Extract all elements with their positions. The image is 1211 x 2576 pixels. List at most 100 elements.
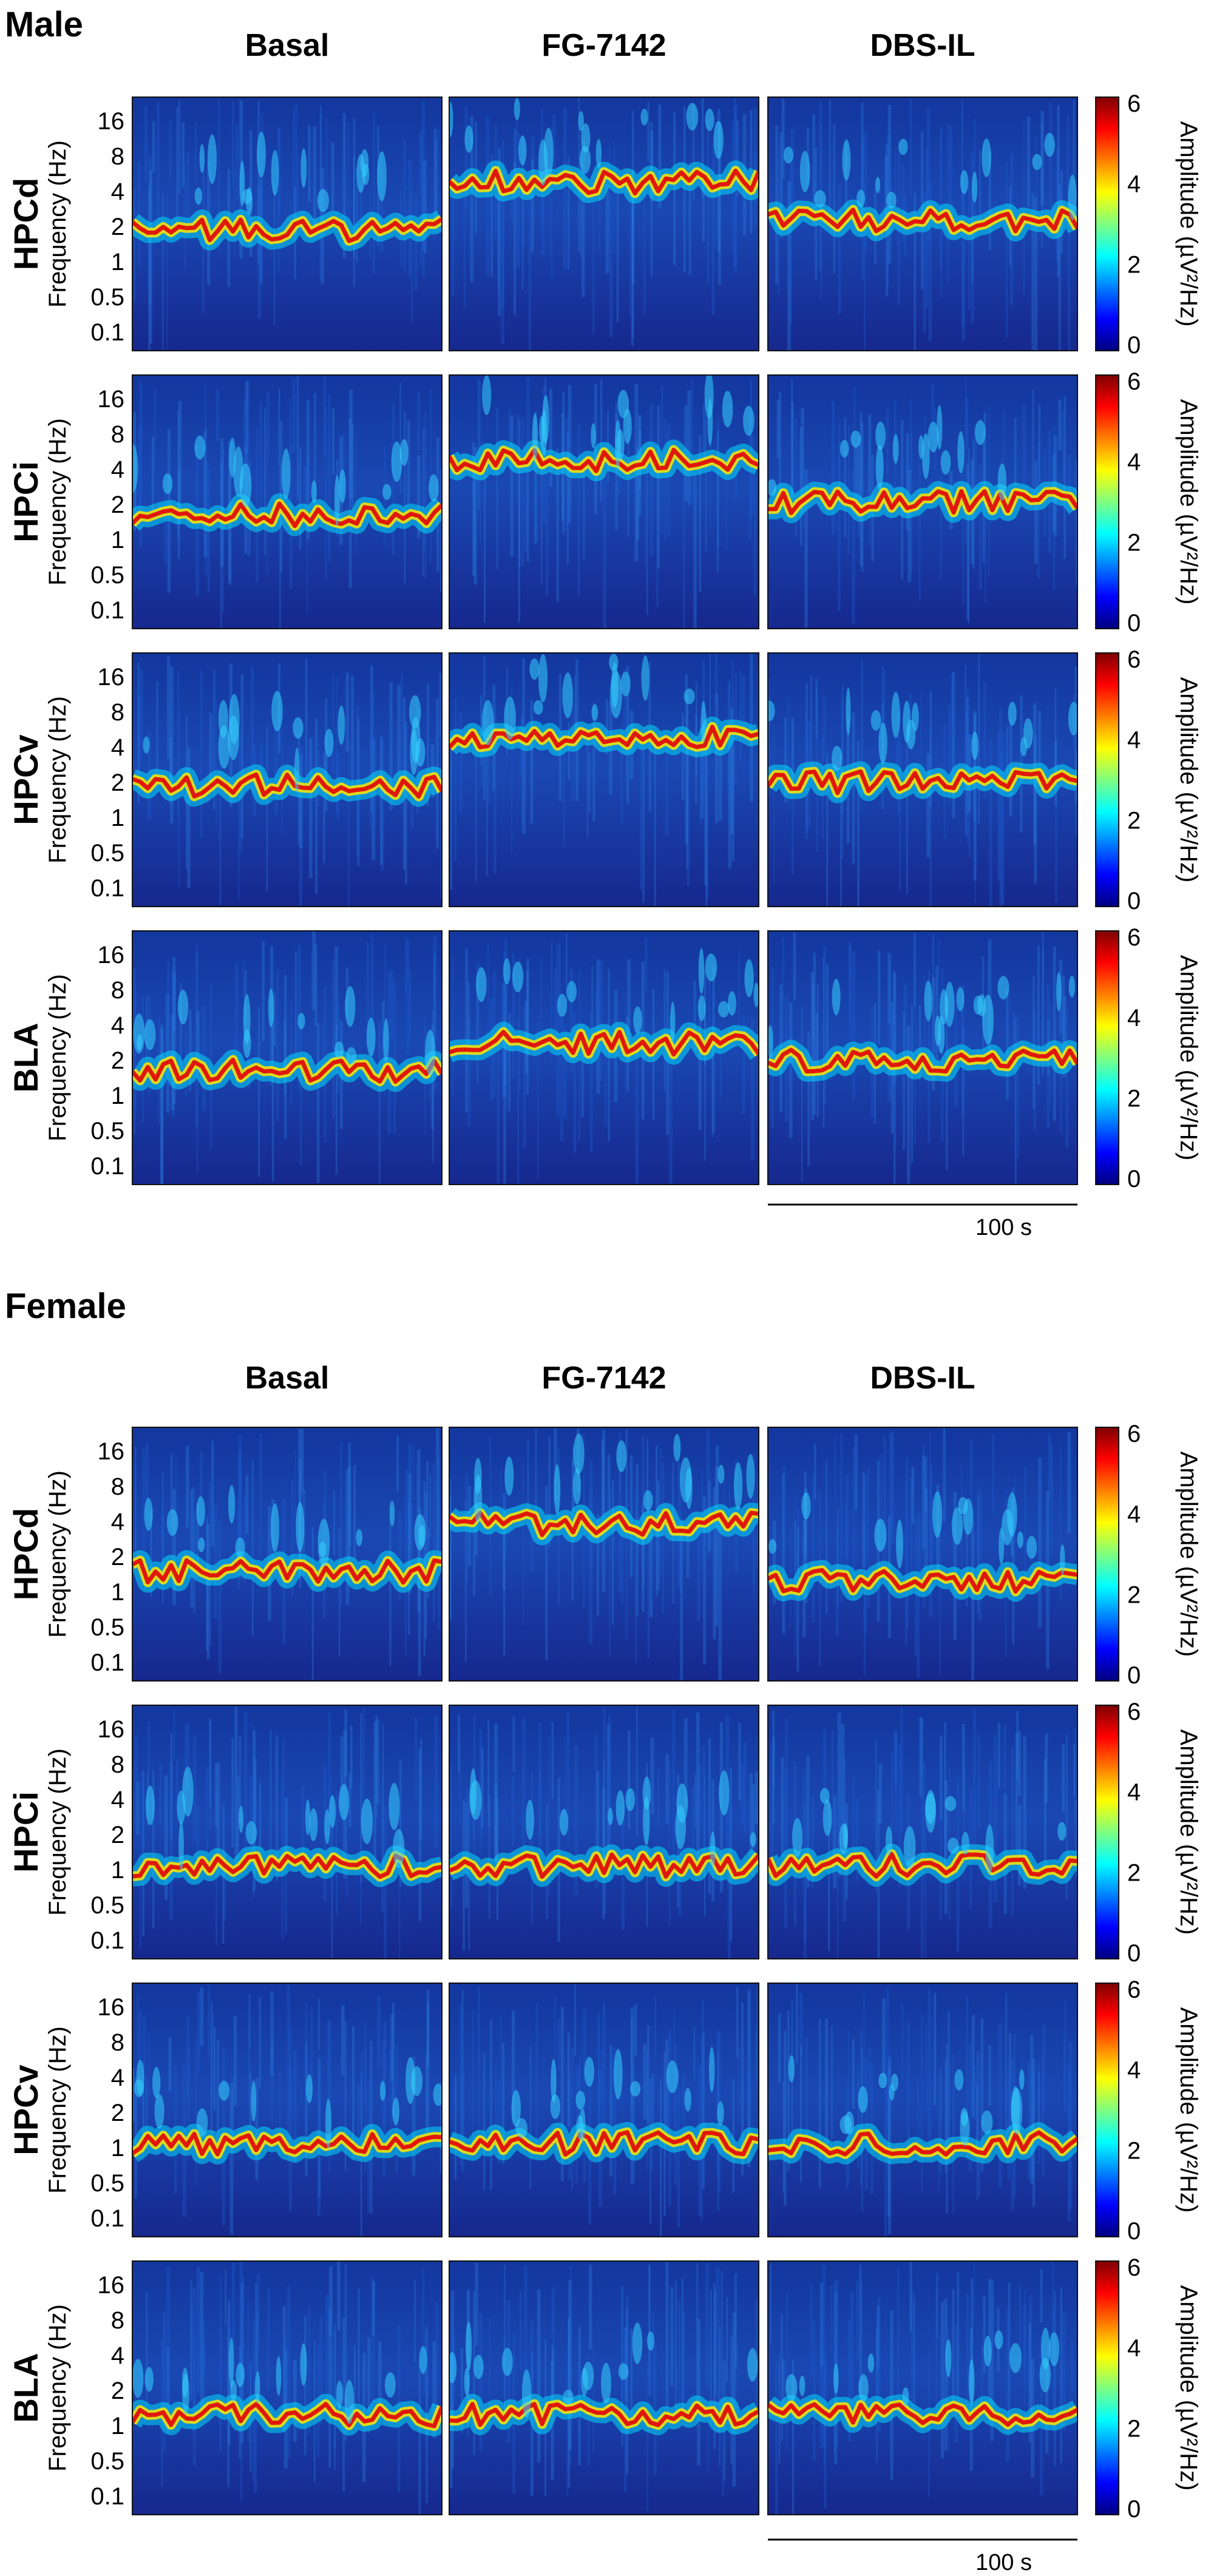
spectral-streak bbox=[1052, 2304, 1054, 2433]
spectral-streak bbox=[467, 982, 470, 1053]
spectral-streak bbox=[682, 2074, 685, 2152]
spectral-streak bbox=[973, 711, 977, 822]
spectral-burst bbox=[960, 170, 969, 194]
spectral-burst bbox=[271, 691, 283, 732]
spectral-streak bbox=[424, 413, 426, 552]
spectral-burst bbox=[324, 1809, 330, 1844]
spectral-streak bbox=[971, 1521, 974, 1681]
spectral-streak bbox=[1000, 729, 1005, 793]
spectral-streak bbox=[630, 2007, 634, 2185]
spectral-streak bbox=[686, 696, 689, 869]
spectral-streak bbox=[988, 151, 991, 251]
spectral-streak bbox=[588, 752, 591, 813]
spectral-streak bbox=[564, 1738, 566, 1820]
spectral-streak bbox=[411, 1504, 413, 1561]
spectral-streak bbox=[279, 464, 281, 629]
spectral-streak bbox=[229, 2083, 234, 2235]
spectral-streak bbox=[262, 941, 265, 1041]
spectral-streak bbox=[293, 2359, 297, 2442]
spectral-streak bbox=[911, 1005, 913, 1163]
spectral-streak bbox=[142, 1449, 145, 1550]
spectral-streak bbox=[992, 1435, 994, 1513]
spectral-streak bbox=[577, 423, 580, 595]
y-axis-label: Frequency (Hz) bbox=[44, 696, 71, 864]
spectral-streak bbox=[844, 418, 846, 538]
spectral-burst bbox=[870, 710, 881, 731]
spectral-streak bbox=[364, 2048, 367, 2108]
spectral-streak bbox=[719, 1031, 722, 1097]
y-tick-label: 1 bbox=[111, 1857, 124, 1884]
spectral-streak bbox=[831, 2026, 833, 2140]
spectral-burst bbox=[875, 177, 881, 194]
spectral-streak bbox=[282, 2307, 287, 2432]
spectral-streak bbox=[220, 438, 224, 567]
spectral-streak bbox=[672, 1709, 676, 1870]
spectral-streak bbox=[308, 125, 311, 202]
spectral-streak bbox=[770, 1742, 775, 1882]
spectral-streak bbox=[168, 120, 172, 178]
spectral-streak bbox=[175, 1758, 178, 1810]
spectral-streak bbox=[473, 459, 475, 575]
spectral-streak bbox=[837, 1712, 841, 1877]
spectral-burst bbox=[317, 189, 329, 212]
spectral-streak bbox=[887, 104, 892, 264]
spectral-streak bbox=[419, 131, 422, 268]
spectral-streak bbox=[1067, 454, 1071, 516]
spectral-streak bbox=[348, 1773, 351, 1827]
spectral-streak bbox=[211, 1440, 214, 1546]
spectral-burst bbox=[276, 2356, 282, 2396]
spectral-streak bbox=[213, 670, 215, 810]
y-tick-label: 4 bbox=[111, 1509, 124, 1535]
spectrogram-panel bbox=[767, 652, 1078, 907]
spectral-streak bbox=[650, 735, 653, 813]
spectral-burst bbox=[846, 687, 851, 735]
spectral-burst bbox=[166, 1509, 178, 1536]
spectral-streak bbox=[706, 1429, 710, 1558]
spectral-streak bbox=[397, 685, 401, 777]
spectral-burst bbox=[833, 2363, 839, 2394]
spectral-streak bbox=[686, 1524, 690, 1578]
condition-label: FG-7142 bbox=[541, 28, 666, 63]
spectral-burst bbox=[271, 150, 279, 196]
spectral-streak bbox=[172, 1489, 176, 1605]
y-tick-label: 1 bbox=[111, 2413, 124, 2439]
spectral-streak bbox=[458, 1743, 461, 1825]
spectral-streak bbox=[537, 1021, 539, 1179]
spectral-streak bbox=[664, 418, 667, 540]
spectral-streak bbox=[650, 1737, 654, 1814]
spectral-burst bbox=[633, 1006, 642, 1034]
panel-content bbox=[132, 1427, 442, 1680]
ridge-peak bbox=[768, 1568, 1077, 1594]
spectral-streak bbox=[826, 752, 829, 907]
spectral-streak bbox=[929, 729, 932, 907]
spectral-streak bbox=[972, 2066, 976, 2121]
colorbar-tick-label: 4 bbox=[1127, 2057, 1141, 2084]
scale-bar-label: 100 s bbox=[975, 1215, 1032, 1240]
spectral-streak bbox=[830, 2285, 833, 2353]
spectral-burst bbox=[245, 1820, 257, 1845]
spectral-streak bbox=[1017, 1731, 1022, 1796]
spectral-streak bbox=[596, 1514, 599, 1616]
spectral-streak bbox=[650, 404, 653, 556]
spectral-streak bbox=[503, 1506, 506, 1656]
spectral-streak bbox=[257, 187, 262, 319]
spectral-streak bbox=[609, 1488, 611, 1657]
spectral-streak bbox=[248, 2032, 251, 2108]
colorbar-tick-label: 4 bbox=[1127, 727, 1141, 754]
spectral-streak bbox=[312, 931, 316, 1010]
colorbar-tick-label: 6 bbox=[1127, 2254, 1141, 2281]
spectral-streak bbox=[345, 1786, 348, 1897]
spectral-streak bbox=[166, 2347, 170, 2433]
spectral-streak bbox=[560, 2007, 564, 2181]
spectral-streak bbox=[325, 118, 327, 220]
spectral-streak bbox=[965, 664, 966, 834]
spectral-streak bbox=[784, 2031, 787, 2206]
spectral-streak bbox=[779, 132, 783, 239]
spectral-streak bbox=[303, 466, 307, 522]
spectral-streak bbox=[1058, 184, 1061, 351]
spectral-streak bbox=[235, 124, 239, 200]
spectral-burst bbox=[997, 976, 1009, 1000]
spectral-streak bbox=[811, 1796, 815, 1888]
spectral-streak bbox=[906, 718, 908, 894]
spectral-burst bbox=[878, 722, 887, 764]
